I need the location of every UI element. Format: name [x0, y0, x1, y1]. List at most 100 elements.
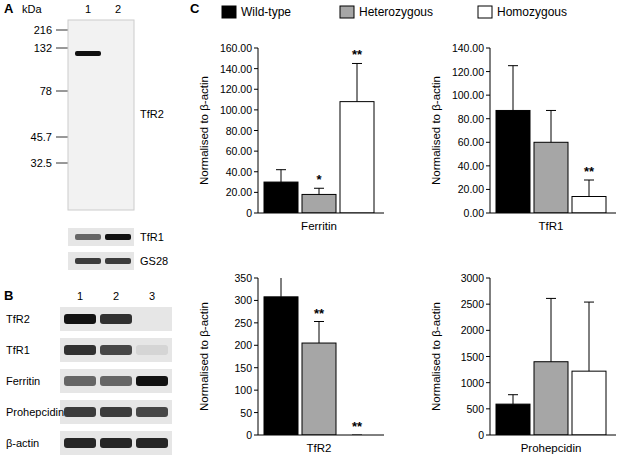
strip	[60, 431, 172, 455]
panel-label: C	[190, 1, 200, 16]
y-tick-label: 120.00	[220, 83, 252, 95]
bar	[534, 142, 568, 213]
x-axis	[258, 213, 384, 214]
lane-label: 2	[113, 290, 119, 302]
legend-swatch	[222, 6, 236, 18]
error-bar	[276, 170, 286, 182]
error-bar	[314, 188, 324, 194]
bar	[496, 110, 530, 213]
band	[105, 234, 131, 240]
error-cap	[546, 298, 556, 299]
error-cap	[314, 321, 324, 322]
error-cap	[546, 110, 556, 111]
y-tick-label: 40.00	[226, 166, 252, 178]
error-line	[319, 322, 320, 344]
y-tick	[254, 367, 258, 368]
band	[105, 258, 131, 264]
y-tick-label: 0.00	[464, 207, 485, 219]
error-cap	[584, 302, 594, 303]
bar	[340, 102, 374, 213]
band	[75, 234, 101, 240]
strip	[60, 400, 172, 424]
y-axis	[490, 48, 491, 213]
panel-label: A	[4, 1, 14, 16]
error-line	[319, 188, 320, 194]
error-bar	[314, 322, 324, 344]
chart: 0.0020.0040.0060.0080.00100.00120.00140.…	[430, 42, 616, 232]
strip-label: Prohepcidin	[6, 406, 64, 418]
strip-label: TfR2	[6, 313, 30, 325]
chart: 020.0040.0060.0080.00100.00120.00140.001…	[198, 42, 384, 232]
y-axis	[258, 278, 259, 435]
marker-tick	[56, 91, 68, 92]
y-tick-label: 1000	[461, 377, 485, 389]
y-tick	[486, 382, 490, 383]
strip	[68, 252, 134, 270]
error-bar	[508, 66, 518, 111]
y-tick-label: 40.00	[458, 160, 484, 172]
bar	[496, 404, 530, 435]
y-tick-label: 80.00	[226, 125, 252, 137]
bar	[572, 371, 606, 435]
y-tick	[486, 189, 490, 190]
y-tick	[486, 435, 490, 436]
band	[136, 376, 168, 386]
y-tick	[486, 213, 490, 214]
y-tick	[254, 48, 258, 49]
marker-label: 216	[34, 24, 52, 36]
error-bar	[546, 110, 556, 142]
y-tick	[486, 142, 490, 143]
band	[64, 345, 96, 355]
error-bar	[584, 180, 594, 197]
band	[100, 407, 132, 417]
bars	[496, 298, 606, 435]
y-tick	[254, 130, 258, 131]
error-line	[589, 180, 590, 197]
y-tick	[486, 48, 490, 49]
y-tick-label: 500	[466, 403, 484, 415]
y-tick-label: 3000	[461, 272, 485, 284]
y-tick	[486, 304, 490, 305]
band	[75, 258, 101, 264]
error-line	[551, 298, 552, 361]
error-line	[551, 110, 552, 142]
y-tick	[486, 330, 490, 331]
unit-label: kDa	[22, 3, 42, 15]
bars	[496, 66, 606, 213]
error-line	[281, 278, 282, 297]
strip	[68, 228, 134, 246]
y-tick	[254, 192, 258, 193]
y-tick	[254, 109, 258, 110]
marker-label: 32.5	[31, 157, 52, 169]
y-tick-label: 100	[234, 384, 252, 396]
y-tick	[254, 412, 258, 413]
marker-tick	[56, 30, 68, 31]
error-cap	[276, 169, 286, 170]
error-bar	[352, 63, 362, 101]
y-tick-label: 100.00	[452, 89, 484, 101]
significance: **	[352, 47, 363, 62]
marker-label: 78	[40, 85, 52, 97]
y-tick	[486, 71, 490, 72]
legend-label: Wild-type	[241, 5, 291, 19]
y-tick	[254, 151, 258, 152]
y-tick-label: 0	[478, 429, 484, 441]
significance: **	[584, 164, 595, 179]
y-tick	[254, 68, 258, 69]
x-tick-label: Ferritin	[301, 220, 337, 232]
y-tick	[486, 356, 490, 357]
background	[0, 0, 640, 466]
band	[100, 314, 132, 324]
y-tick-label: 50	[240, 407, 252, 419]
band	[100, 345, 132, 355]
significance: **	[352, 419, 363, 434]
chart: 050100150200250300350Normalised to β-act…	[198, 271, 384, 454]
chart: 050010001500200025003000Normalised to β-…	[430, 272, 616, 454]
x-tick-label: Prohepcidin	[521, 442, 582, 454]
y-tick-label: 0	[246, 207, 252, 219]
figure: AkDa122161327845.732.5TfR2TfR1GS28B123Tf…	[0, 0, 640, 466]
y-tick-label: 60.00	[226, 145, 252, 157]
error-cap	[508, 65, 518, 66]
marker-tick	[56, 48, 68, 49]
y-tick-label: 300	[234, 294, 252, 306]
